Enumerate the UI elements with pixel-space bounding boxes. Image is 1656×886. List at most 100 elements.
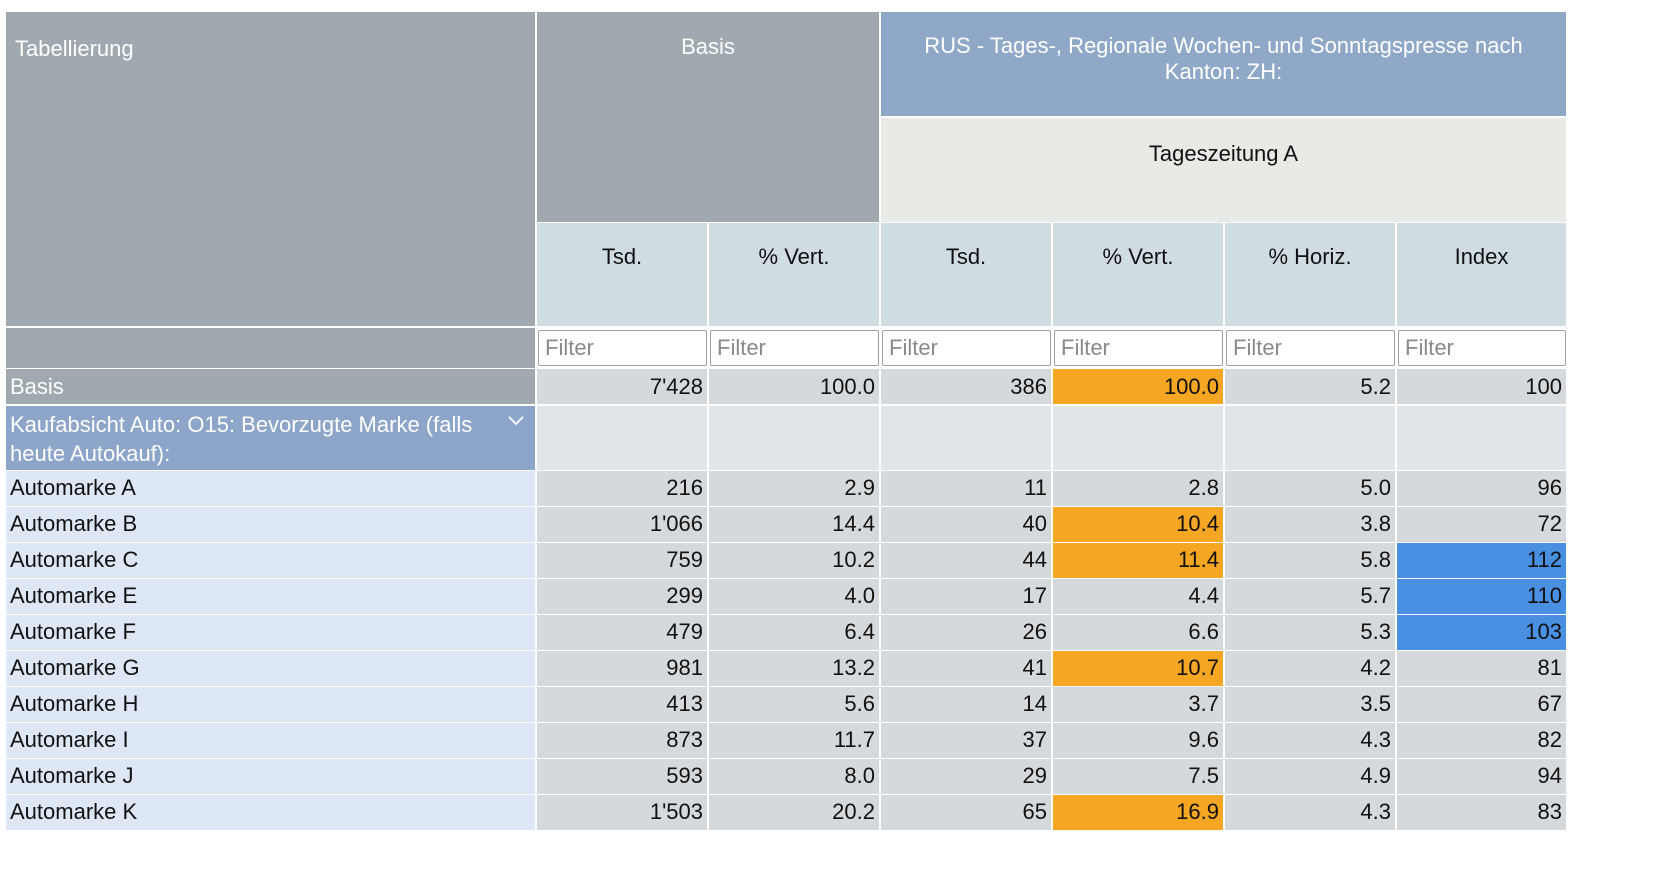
table-cell: 5.8: [1225, 543, 1395, 578]
table-cell: 4.3: [1225, 723, 1395, 758]
table-cell: 299: [537, 579, 707, 614]
table-cell: 593: [537, 759, 707, 794]
table-cell: 981: [537, 651, 707, 686]
table-cell: 11: [881, 471, 1051, 506]
tabellierung-label: Tabellierung: [15, 36, 134, 61]
row-label: Automarke J: [6, 759, 535, 794]
table-cell: 94: [1397, 759, 1566, 794]
filter-cell: [1397, 327, 1566, 368]
table-cell: 5.3: [1225, 615, 1395, 650]
table-cell: 29: [881, 759, 1051, 794]
table-cell: 44: [881, 543, 1051, 578]
table-cell: 413: [537, 687, 707, 722]
table-cell: 82: [1397, 723, 1566, 758]
filter-cell: [1225, 327, 1395, 368]
col-header-basis-tsd[interactable]: Tsd.: [537, 223, 707, 326]
table-cell: 5.0: [1225, 471, 1395, 506]
basis-row-value: 7'428: [537, 369, 707, 404]
table-cell: 16.9: [1053, 795, 1223, 830]
table-cell: 4.0: [709, 579, 879, 614]
category-label: Kaufabsicht Auto: O15: Bevorzugte Marke …: [10, 411, 473, 466]
col-header-tz-index[interactable]: Index: [1397, 223, 1566, 326]
col-header-tz-vert[interactable]: % Vert.: [1053, 223, 1223, 326]
table-cell: 6.4: [709, 615, 879, 650]
basis-row-value: 5.2: [1225, 369, 1395, 404]
table-cell: 41: [881, 651, 1051, 686]
filter-input-tz-index[interactable]: [1398, 329, 1566, 366]
table-cell: 479: [537, 615, 707, 650]
table-cell: 873: [537, 723, 707, 758]
table-cell: 4.2: [1225, 651, 1395, 686]
filter-cell: [881, 327, 1051, 368]
tageszeitung-header: Tageszeitung A: [881, 117, 1566, 222]
table-cell: 14.4: [709, 507, 879, 542]
table-cell: 4.4: [1053, 579, 1223, 614]
table-cell: 11.4: [1053, 543, 1223, 578]
category-empty-cell: [881, 405, 1051, 470]
table-cell: 96: [1397, 471, 1566, 506]
row-label: Automarke G: [6, 651, 535, 686]
table-cell: 1'066: [537, 507, 707, 542]
row-label: Automarke B: [6, 507, 535, 542]
table-cell: 13.2: [709, 651, 879, 686]
crosstab-table: Tabellierung Basis RUS - Tages-, Regiona…: [6, 12, 1566, 830]
table-cell: 9.6: [1053, 723, 1223, 758]
category-toggle[interactable]: Kaufabsicht Auto: O15: Bevorzugte Marke …: [6, 405, 535, 470]
table-cell: 3.7: [1053, 687, 1223, 722]
filter-input-tz-tsd[interactable]: [882, 329, 1051, 366]
basis-row-label: Basis: [6, 369, 535, 404]
table-cell: 3.5: [1225, 687, 1395, 722]
category-empty-cell: [1225, 405, 1395, 470]
table-cell: 37: [881, 723, 1051, 758]
filter-row-label: [6, 327, 535, 368]
tabellierung-header: Tabellierung: [6, 12, 535, 326]
basis-group-label: Basis: [681, 34, 735, 59]
filter-input-tz-horiz[interactable]: [1226, 329, 1395, 366]
table-cell: 83: [1397, 795, 1566, 830]
table-cell: 10.2: [709, 543, 879, 578]
table-cell: 1'503: [537, 795, 707, 830]
filter-input-tz-vert[interactable]: [1054, 329, 1223, 366]
chevron-down-icon[interactable]: [507, 412, 525, 430]
col-header-tz-horiz[interactable]: % Horiz.: [1225, 223, 1395, 326]
category-empty-cell: [1397, 405, 1566, 470]
row-label: Automarke E: [6, 579, 535, 614]
table-cell: 110: [1397, 579, 1566, 614]
table-cell: 11.7: [709, 723, 879, 758]
row-label: Automarke C: [6, 543, 535, 578]
table-cell: 72: [1397, 507, 1566, 542]
table-cell: 17: [881, 579, 1051, 614]
filter-cell: [1053, 327, 1223, 368]
table-cell: 759: [537, 543, 707, 578]
table-cell: 81: [1397, 651, 1566, 686]
filter-input-basis-vert[interactable]: [710, 329, 879, 366]
basis-row-value: 100.0: [709, 369, 879, 404]
table-cell: 6.6: [1053, 615, 1223, 650]
table-cell: 20.2: [709, 795, 879, 830]
table-cell: 14: [881, 687, 1051, 722]
basis-row-value: 100: [1397, 369, 1566, 404]
filter-cell: [537, 327, 707, 368]
rus-group-header: RUS - Tages-, Regionale Wochen- und Sonn…: [881, 12, 1566, 116]
tageszeitung-label: Tageszeitung A: [1148, 140, 1299, 166]
table-cell: 26: [881, 615, 1051, 650]
row-label: Automarke I: [6, 723, 535, 758]
basis-group-header: Basis: [537, 12, 879, 222]
table-cell: 8.0: [709, 759, 879, 794]
table-cell: 2.8: [1053, 471, 1223, 506]
row-label: Automarke A: [6, 471, 535, 506]
col-header-basis-vert[interactable]: % Vert.: [709, 223, 879, 326]
filter-input-basis-tsd[interactable]: [538, 329, 707, 366]
category-empty-cell: [1053, 405, 1223, 470]
basis-row-value: 386: [881, 369, 1051, 404]
table-cell: 4.9: [1225, 759, 1395, 794]
table-cell: 5.6: [709, 687, 879, 722]
col-header-tz-tsd[interactable]: Tsd.: [881, 223, 1051, 326]
table-cell: 5.7: [1225, 579, 1395, 614]
table-cell: 7.5: [1053, 759, 1223, 794]
table-cell: 3.8: [1225, 507, 1395, 542]
table-cell: 67: [1397, 687, 1566, 722]
table-cell: 216: [537, 471, 707, 506]
table-cell: 65: [881, 795, 1051, 830]
row-label: Automarke H: [6, 687, 535, 722]
